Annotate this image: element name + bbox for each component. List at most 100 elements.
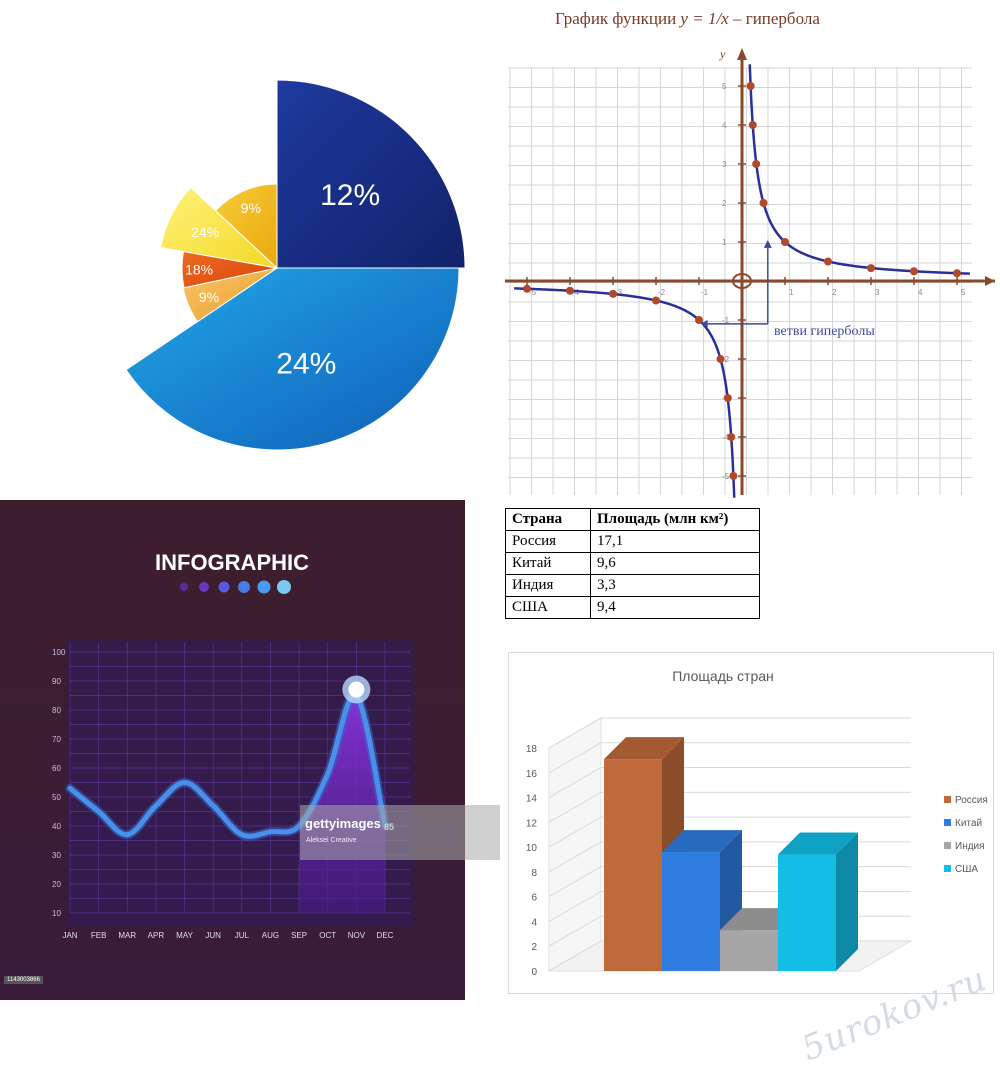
table-cell-country: Индия xyxy=(505,574,591,597)
pie-chart-panel: 12% 24% 9% 18% 24% 9% xyxy=(0,0,500,500)
bar3d-y-label: 10 xyxy=(526,843,538,854)
hyperbola-point xyxy=(867,264,875,273)
hyperbola-point xyxy=(729,472,738,480)
getty-watermark-box xyxy=(300,805,500,860)
hyperbola-point xyxy=(523,284,531,293)
x-tick-label: 3 xyxy=(875,288,880,297)
bar3d-legend-label: Россия xyxy=(955,795,988,806)
bar3d-legend: Россия Китай Индия США xyxy=(944,795,988,875)
y-tick-label: 1 xyxy=(722,238,727,247)
x-tick-label: 1 xyxy=(789,288,794,297)
hyperbola-point xyxy=(910,267,918,276)
infographic-x-label: DEC xyxy=(377,931,394,940)
bar3d-legend-swatch xyxy=(944,865,951,872)
hyperbola-point xyxy=(716,355,725,363)
infographic-chart: INFOGRAPHIC 100 90 80 70 60 50 40 30 20 10 JAN FEB… xyxy=(0,500,465,1000)
x-tick-label: -5 xyxy=(529,288,537,297)
infographic-y-labels: 100 90 80 70 60 50 40 30 20 10 xyxy=(52,648,66,918)
bar3d-bar-front xyxy=(778,854,836,971)
y-tick-label: 5 xyxy=(722,82,727,91)
table-row: Россия 17,1 xyxy=(505,530,760,553)
infographic-x-labels: JAN FEB MAR APR MAY JUN JUL AUG SEP OCT NOV DEC xyxy=(62,931,393,940)
bar3d-bar-front xyxy=(662,852,720,971)
hyperbola-title: График функции y = 1/x – гипербола xyxy=(555,9,820,28)
pie-slice-label: 18% xyxy=(185,261,213,277)
infographic-x-label: NOV xyxy=(348,931,366,940)
hyperbola-annotation: ветви гиперболы xyxy=(774,324,875,339)
y-axis-arrow xyxy=(737,48,747,60)
infographic-x-label: FEB xyxy=(91,931,107,940)
infographic-y-label: 60 xyxy=(52,764,61,773)
pie-slice xyxy=(160,186,279,269)
pie-slice xyxy=(214,183,278,270)
hyperbola-point xyxy=(723,394,732,402)
bar3d-legend-label: Индия xyxy=(955,841,985,852)
hyperbola-point xyxy=(695,316,703,324)
table-header-row: Страна Площадь (млн км²) xyxy=(505,508,760,531)
infographic-line xyxy=(67,692,388,839)
infographic-x-label: OCT xyxy=(319,931,336,940)
hyperbola-point xyxy=(759,199,768,207)
bar3d-bar-top xyxy=(662,830,742,853)
bar3d-y-label: 12 xyxy=(526,818,538,829)
bar3d-y-label: 14 xyxy=(526,794,538,805)
bar3d-chart: Площадь стран 18 16 14 12 10 8 6 4 2 0 Россия Кита… xyxy=(526,668,988,978)
bar3d-legend-swatch xyxy=(944,842,951,849)
bar3d-gridline xyxy=(548,767,911,798)
area-table: Страна Площадь (млн км²) Россия 17,1 Кит… xyxy=(505,508,760,619)
bar3d-y-label: 2 xyxy=(531,942,537,953)
hyperbola-chart: График функции y = 1/x – гипербола -5 -4 -… xyxy=(505,9,995,498)
infographic-y-label: 50 xyxy=(52,793,61,802)
bar3d-bar-front xyxy=(720,930,778,971)
bar3d-legend-label: США xyxy=(955,864,978,875)
bar3d-y-label: 6 xyxy=(531,893,537,904)
origin-marker xyxy=(732,273,752,289)
infographic-x-label: JAN xyxy=(62,931,77,940)
hyperbola-point xyxy=(652,296,660,305)
x-tick-label: -2 xyxy=(658,288,666,297)
table-row: Индия 3,3 xyxy=(505,574,760,597)
y-tick-label: 4 xyxy=(722,121,727,130)
hyperbola-point xyxy=(752,160,761,168)
table-header-country: Страна xyxy=(505,508,591,531)
bar3d-gridline xyxy=(548,816,911,848)
table-cell-country: США xyxy=(505,596,591,619)
pie-slice xyxy=(276,79,466,269)
bar3d-title: Площадь стран xyxy=(672,668,774,684)
bar3d-gridline xyxy=(548,742,911,774)
annotation-arrowhead-up xyxy=(763,240,772,248)
table-cell-area: 3,3 xyxy=(590,574,760,597)
infographic-x-label: SEP xyxy=(291,931,307,940)
annotation-arrowhead-left xyxy=(701,319,708,328)
x-axis-arrow xyxy=(985,276,995,286)
hyperbola-point xyxy=(609,289,617,298)
infographic-y-label: 40 xyxy=(52,822,61,831)
pie-slice-label: 9% xyxy=(241,200,261,216)
y-tick-label: -2 xyxy=(722,355,730,364)
pie-slice xyxy=(125,267,460,451)
y-tick-label: 3 xyxy=(722,160,727,169)
x-tick-label: 4 xyxy=(918,288,923,297)
bar3d-bar-top xyxy=(604,737,684,760)
hyperbola-point xyxy=(781,238,789,246)
bar3d-legend-label: Китай xyxy=(955,818,982,829)
pie-chart: 12% 24% 9% 18% 24% 9% xyxy=(125,79,466,451)
y-axis-label: y xyxy=(719,47,726,61)
hyperbola-chart-panel: График функции y = 1/x – гипербола -5 -4 -… xyxy=(500,0,1000,500)
infographic-y-label: 100 xyxy=(52,648,66,657)
infographic-y-label: 10 xyxy=(52,909,61,918)
hyperbola-point xyxy=(953,269,961,278)
bar3d-bar-side xyxy=(836,832,858,971)
infographic-y-label: 90 xyxy=(52,677,61,686)
infographic-x-label: AUG xyxy=(262,931,279,940)
hyperbola-point xyxy=(746,82,755,90)
table-cell-area: 9,4 xyxy=(590,596,760,619)
x-tick-label: -3 xyxy=(615,288,623,297)
x-tick-label: -1 xyxy=(701,288,709,297)
infographic-x-label: JUL xyxy=(235,931,250,940)
table-cell-area: 17,1 xyxy=(590,530,760,553)
pie-slice xyxy=(182,267,278,323)
pie-slice-label: 9% xyxy=(199,289,219,305)
x-tick-label: -4 xyxy=(572,288,580,297)
table-cell-country: Китай xyxy=(505,552,591,575)
